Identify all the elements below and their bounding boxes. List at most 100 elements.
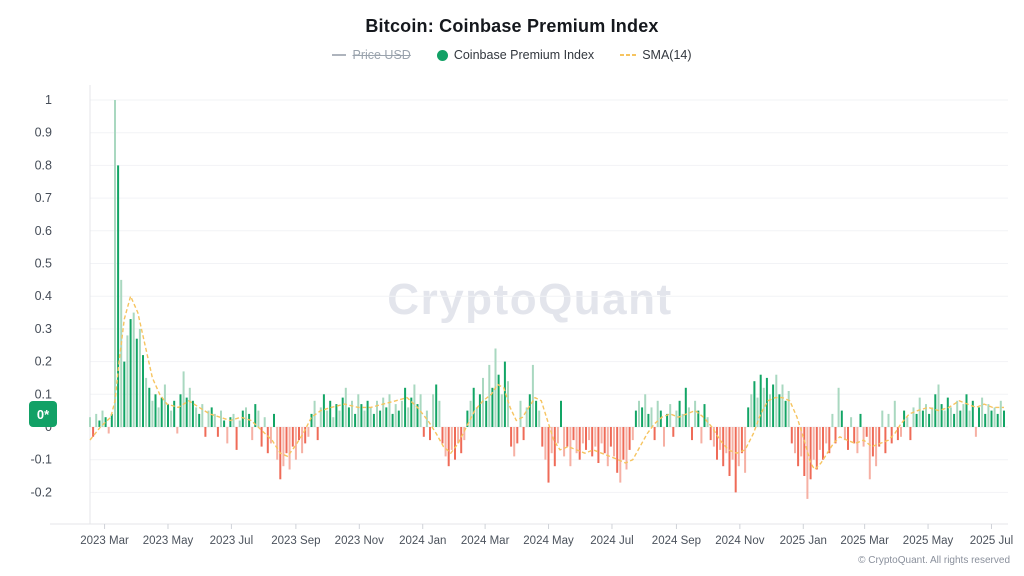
x-axis-labels: 2023 Mar 2023 May 2023 Jul 2023 Sep 2023 Nov… (80, 524, 1013, 547)
premium-bar (344, 387, 347, 427)
premium-bar (89, 417, 91, 427)
premium-bar (784, 400, 787, 427)
premium-bar (987, 404, 990, 427)
premium-bar (553, 427, 556, 467)
premium-bar (806, 427, 809, 499)
premium-bar (450, 427, 453, 450)
premium-bar (544, 427, 547, 460)
premium-bar (357, 394, 360, 427)
premium-bar (188, 387, 191, 427)
premium-bar (887, 413, 890, 427)
premium-bar (634, 410, 637, 427)
premium-bar (223, 420, 226, 427)
svg-text:-0.2: -0.2 (30, 485, 52, 499)
premium-bar (990, 410, 993, 427)
premium-bar (316, 427, 319, 441)
premium-bar (163, 384, 166, 427)
premium-bar (585, 427, 587, 450)
premium-bar (918, 397, 921, 427)
premium-bar (204, 427, 207, 437)
premium-bar (934, 394, 937, 427)
premium-bar (837, 387, 840, 427)
premium-bar (179, 394, 182, 427)
svg-text:0.5: 0.5 (35, 257, 52, 271)
premium-bar (135, 338, 138, 427)
premium-bar (925, 404, 927, 427)
premium-bar (232, 413, 235, 427)
premium-bar (335, 404, 338, 427)
premium-bar (235, 427, 238, 450)
series-dot-icon (436, 49, 448, 61)
premium-bar (160, 397, 163, 427)
premium-bar (603, 427, 606, 454)
premium-bar (419, 394, 422, 427)
premium-bar (251, 427, 254, 441)
copyright-note: © CryptoQuant. All rights reserved (858, 555, 1010, 566)
premium-bar (435, 384, 438, 427)
premium-bar (956, 400, 959, 427)
premium-bar (201, 404, 204, 427)
legend-item-price-usd[interactable]: Price USD (332, 48, 411, 62)
premium-bar (198, 413, 201, 427)
premium-bar (953, 413, 956, 427)
premium-bar (422, 427, 425, 437)
legend-item-sma[interactable]: SMA(14) (620, 48, 692, 62)
premium-bar (288, 427, 291, 470)
premium-bar (307, 427, 310, 437)
price-line-icon (332, 54, 347, 56)
premium-bar (142, 355, 144, 427)
premium-bar (294, 427, 297, 460)
premium-bar (828, 427, 831, 454)
premium-bar (114, 100, 116, 427)
premium-bar (675, 410, 678, 427)
premium-bar (322, 394, 325, 427)
svg-text:2025 Mar: 2025 Mar (840, 535, 889, 547)
premium-bar (170, 410, 173, 427)
premium-bar (522, 427, 525, 441)
premium-bar (463, 427, 466, 441)
svg-text:2024 Jan: 2024 Jan (399, 535, 446, 547)
premium-bar (678, 400, 681, 427)
premium-bar (472, 387, 475, 427)
premium-bar (263, 417, 266, 427)
premium-bar (606, 427, 609, 467)
axis-lines (50, 85, 1008, 525)
svg-text:0.2: 0.2 (35, 355, 52, 369)
premium-bar (594, 427, 597, 447)
premium-bar (931, 407, 934, 427)
premium-bar (672, 427, 675, 437)
premium-bar (457, 427, 460, 444)
premium-bar (260, 427, 263, 447)
premium-bar (684, 387, 687, 427)
premium-bar (740, 427, 743, 454)
premium-bar (176, 427, 179, 434)
premium-bar (878, 427, 881, 447)
premium-bar (138, 328, 141, 427)
premium-bar (868, 427, 871, 480)
premium-bar (404, 387, 407, 427)
premium-bar (815, 427, 818, 470)
premium-bar (697, 410, 700, 427)
premium-bar (790, 427, 793, 444)
legend-item-coinbase-premium-index[interactable]: Coinbase Premium Index (436, 48, 594, 62)
premium-bar (213, 413, 216, 427)
premium-bar (822, 427, 824, 460)
premium-bar (241, 410, 244, 427)
premium-bar (722, 427, 725, 467)
premium-bar (921, 410, 924, 427)
premium-bar (856, 427, 859, 454)
premium-bar (541, 427, 544, 447)
premium-bar (900, 427, 902, 437)
premium-bar (145, 377, 148, 427)
premium-bar (641, 407, 644, 427)
svg-text:0: 0 (45, 420, 52, 434)
premium-bar (906, 417, 909, 427)
premium-bar (400, 400, 403, 427)
premium-bar (928, 413, 931, 427)
premium-bar (291, 427, 294, 447)
premium-bar (669, 404, 672, 427)
premium-bar (840, 410, 843, 427)
premium-bar (566, 427, 569, 447)
premium-bar (818, 427, 821, 450)
premium-bar (865, 427, 868, 437)
